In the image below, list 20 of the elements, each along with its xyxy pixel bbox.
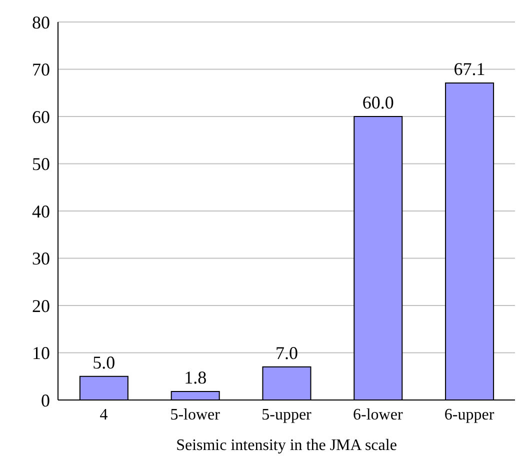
data-label: 67.1 xyxy=(454,58,486,79)
data-label: 60.0 xyxy=(362,92,394,112)
x-tick-label: 6-lower xyxy=(353,406,404,424)
y-tick-label: 20 xyxy=(32,296,50,316)
x-tick-label: 6-upper xyxy=(444,406,495,424)
y-tick-label: 50 xyxy=(32,154,50,174)
y-tick-label: 30 xyxy=(32,248,50,269)
y-tick-label: 0 xyxy=(41,390,50,410)
y-tick-label: 40 xyxy=(32,201,50,222)
data-label: 5.0 xyxy=(92,352,116,372)
data-label: 7.0 xyxy=(275,342,298,363)
data-label: 1.8 xyxy=(184,367,207,388)
y-tick-label: 10 xyxy=(32,343,50,364)
y-tick-label: 70 xyxy=(32,60,50,80)
x-tick-label: 5-upper xyxy=(262,406,312,424)
y-tick-label: 60 xyxy=(32,106,50,127)
x-tick-label: 5-lower xyxy=(170,406,221,424)
y-tick-label: 80 xyxy=(32,12,50,32)
x-tick-label: 4 xyxy=(100,406,108,424)
x-axis-title: Seismic intensity in the JMA scale xyxy=(176,437,397,454)
